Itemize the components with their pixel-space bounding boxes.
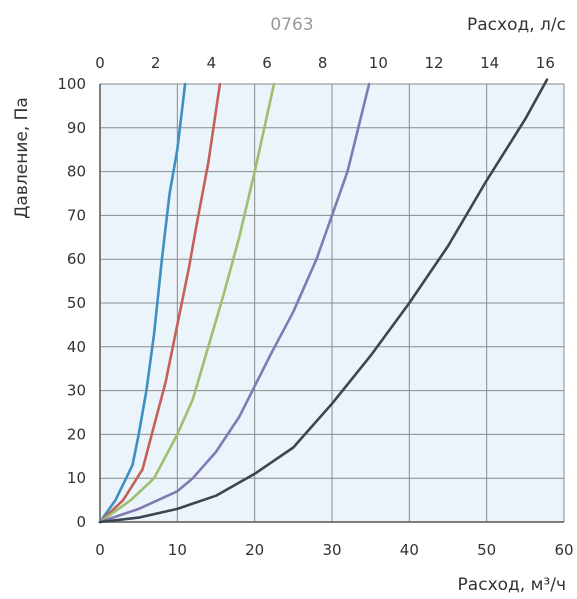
axes: [99, 84, 564, 523]
series-line-3: [98, 82, 276, 524]
y-tick-label: 50: [67, 294, 86, 312]
y-tick-label: 70: [67, 206, 86, 224]
x2-tick-label: 8: [318, 54, 328, 72]
x2-tick-label: 0: [95, 54, 105, 72]
series-line-1: [98, 82, 187, 524]
x-tick-label: 60: [554, 541, 573, 559]
x2-tick-label: 12: [424, 54, 443, 72]
series-line-5: [98, 78, 549, 524]
chart-title: 0763: [270, 15, 313, 35]
y-tick-label: 40: [67, 338, 86, 356]
x2-tick-label: 16: [536, 54, 555, 72]
y-tick-label: 80: [67, 163, 86, 181]
x-tick-label: 30: [322, 541, 341, 559]
tick-labels: 0 10 20 30 40 50 60 70 80 90 100 0 10 20 30 40 50 60 0 2 4 6 8…: [57, 54, 573, 559]
x-tick-label: 20: [245, 541, 264, 559]
x2-tick-label: 14: [480, 54, 499, 72]
y-axis-title: Давление, Па: [12, 97, 32, 219]
x-tick-label: 10: [168, 541, 187, 559]
series-lines: [98, 78, 549, 524]
y-tick-label: 90: [67, 119, 86, 137]
x2-tick-label: 6: [262, 54, 272, 72]
x-tick-label: 40: [400, 541, 419, 559]
series-line-4: [98, 82, 371, 524]
x-tick-label: 0: [95, 541, 105, 559]
x-axis-title: Расход, м³/ч: [458, 575, 566, 595]
x2-axis-title: Расход, л/с: [467, 15, 566, 35]
y-tick-label: 10: [67, 469, 86, 487]
y-tick-label: 0: [76, 513, 86, 531]
y-tick-label: 100: [57, 75, 86, 93]
y-tick-label: 60: [67, 250, 86, 268]
y-tick-label: 30: [67, 382, 86, 400]
x2-tick-label: 4: [207, 54, 217, 72]
y-tick-label: 20: [67, 425, 86, 443]
x-tick-label: 50: [477, 541, 496, 559]
x2-tick-label: 2: [151, 54, 161, 72]
x2-tick-label: 10: [369, 54, 388, 72]
series-line-2: [98, 82, 222, 524]
